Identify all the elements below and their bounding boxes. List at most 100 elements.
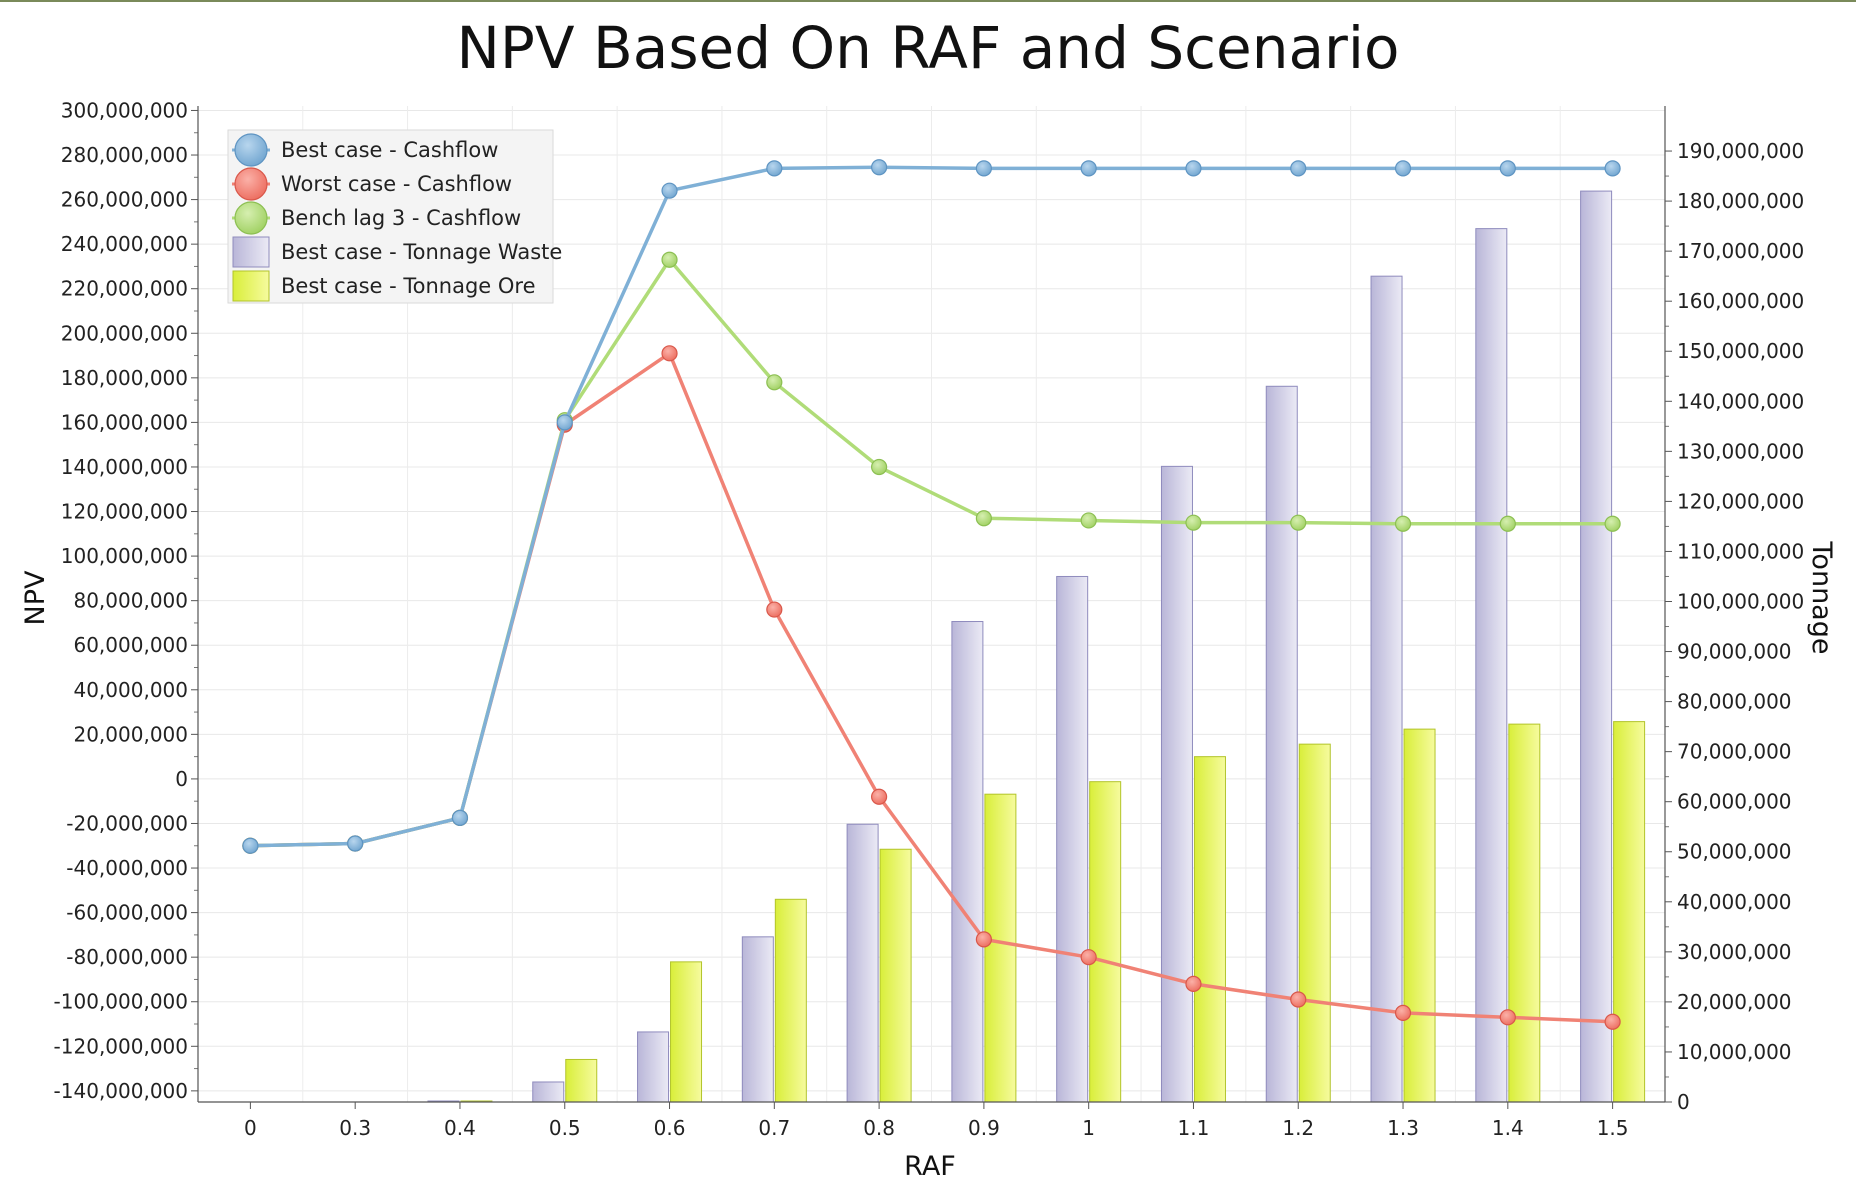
x-tick-label: 1.2 [1282, 1116, 1314, 1140]
x-tick-label: 1.5 [1597, 1116, 1629, 1140]
y-tick-label: 40,000,000 [73, 678, 188, 702]
y-tick-label: 80,000,000 [73, 589, 188, 613]
y-tick-label: 140,000,000 [61, 455, 188, 479]
point-bench-lag-3-cashflow [871, 458, 888, 476]
y-tick-label: 260,000,000 [61, 188, 188, 212]
y-tick-label: 160,000,000 [61, 410, 188, 434]
y-tick-label: 200,000,000 [61, 321, 188, 345]
point-best-case-cashflow [975, 160, 992, 177]
point-best-case-cashflow [1499, 160, 1516, 177]
point-bench-lag-3-cashflow [1185, 514, 1202, 531]
legend-marker-worst-case-cashflow [234, 167, 268, 201]
bar-tonnage-ore [1089, 781, 1122, 1103]
x-tick-label: 1 [1082, 1116, 1095, 1140]
bar-tonnage-waste [532, 1081, 565, 1103]
line-series [242, 159, 1621, 1030]
bar-tonnage-waste [637, 1031, 670, 1103]
line-best-case-cashflow [250, 165, 1613, 848]
y-tick-label: -40,000,000 [66, 856, 188, 880]
y2-tick-label: 10,000,000 [1677, 1040, 1792, 1064]
y2-tick-label: 30,000,000 [1677, 940, 1792, 964]
legend-swatch-best-case-tonnage-ore [232, 270, 270, 302]
point-best-case-cashflow [1394, 160, 1412, 177]
legend-label-best-case-cashflow: Best case - Cashflow [281, 138, 498, 162]
y-tick-label: 240,000,000 [61, 232, 188, 256]
point-worst-case-cashflow [766, 601, 783, 618]
point-bench-lag-3-cashflow [1499, 515, 1516, 532]
point-worst-case-cashflow [975, 931, 992, 948]
legend-label-best-case-tonnage-ore: Best case - Tonnage Ore [281, 274, 536, 298]
point-bench-lag-3-cashflow [1290, 514, 1307, 531]
bar-series [427, 190, 1646, 1103]
y2-tick-label: 70,000,000 [1677, 740, 1792, 764]
point-best-case-cashflow [451, 809, 469, 827]
x-tick-label: 1.3 [1387, 1116, 1419, 1140]
bar-tonnage-ore [984, 793, 1017, 1103]
point-best-case-cashflow [347, 835, 364, 852]
legend-marker-bench-lag-3-cashflow [234, 201, 268, 235]
x-tick-label: 0 [244, 1116, 257, 1140]
y-tick-label: 20,000,000 [73, 722, 188, 746]
axes: -140,000,000 -120,000,000 -100,000,000 -80,… [54, 98, 1805, 1140]
x-tick-label: 0.9 [968, 1116, 1000, 1140]
point-best-case-cashflow [1290, 160, 1307, 177]
y-axis-title: NPV [20, 570, 51, 625]
y2-tick-label: 40,000,000 [1677, 890, 1792, 914]
point-bench-lag-3-cashflow [661, 251, 678, 268]
point-best-case-cashflow [242, 837, 259, 854]
legend: Best case - Cashflow Worst case - Cashflo… [227, 129, 562, 304]
legend-box [227, 129, 554, 304]
point-best-case-cashflow [766, 160, 783, 177]
y-tick-label: 280,000,000 [61, 143, 188, 167]
y2-tick-label: 170,000,000 [1677, 239, 1804, 263]
point-worst-case-cashflow [1290, 991, 1307, 1008]
y-tick-label: 100,000,000 [61, 544, 188, 568]
y-tick-label: -20,000,000 [66, 811, 188, 835]
y2-tick-label: 80,000,000 [1677, 690, 1792, 714]
point-best-case-cashflow [556, 414, 573, 431]
point-best-case-cashflow [1604, 160, 1621, 177]
bar-tonnage-ore [1508, 723, 1541, 1103]
x-tick-label: 0.8 [863, 1116, 895, 1140]
y-tick-label: 0 [175, 767, 188, 791]
y-tick-label: -80,000,000 [66, 945, 188, 969]
y2-tick-label: 20,000,000 [1677, 990, 1792, 1014]
bar-tonnage-waste [1475, 228, 1508, 1103]
bar-tonnage-waste [1056, 575, 1089, 1103]
point-worst-case-cashflow [1185, 975, 1202, 993]
y-tick-label: 220,000,000 [61, 277, 188, 301]
point-worst-case-cashflow [1394, 1004, 1412, 1021]
x-tick-label: 0.7 [758, 1116, 790, 1140]
x-tick-label: 1.4 [1492, 1116, 1524, 1140]
bar-tonnage-waste [741, 936, 774, 1103]
y2-tick-label: 130,000,000 [1677, 439, 1804, 463]
point-best-case-cashflow [661, 182, 678, 199]
point-worst-case-cashflow [661, 345, 678, 362]
y2-tick-label: 190,000,000 [1677, 139, 1804, 163]
y2-tick-label: 160,000,000 [1677, 289, 1804, 313]
bar-tonnage-ore [1403, 728, 1436, 1103]
y2-tick-label: 120,000,000 [1677, 489, 1804, 513]
y2-tick-label: 140,000,000 [1677, 389, 1804, 413]
y2-tick-label: 60,000,000 [1677, 790, 1792, 814]
y2-axis-title: Tonnage [1806, 541, 1837, 655]
point-worst-case-cashflow [1499, 1009, 1516, 1026]
y2-tick-label: 150,000,000 [1677, 339, 1804, 363]
point-bench-lag-3-cashflow [1080, 512, 1097, 529]
point-worst-case-cashflow [1080, 949, 1097, 966]
point-best-case-cashflow [1080, 160, 1097, 177]
point-best-case-cashflow [1185, 160, 1202, 177]
y-tick-label: 180,000,000 [61, 366, 188, 390]
bar-tonnage-ore [774, 898, 807, 1103]
x-tick-label: 0.4 [444, 1116, 476, 1140]
y2-tick-label: 90,000,000 [1677, 640, 1792, 664]
bar-tonnage-waste [1265, 385, 1298, 1103]
point-bench-lag-3-cashflow [766, 374, 783, 391]
bar-tonnage-waste [1580, 190, 1613, 1103]
bar-tonnage-ore [565, 1058, 598, 1103]
bar-tonnage-ore [879, 848, 912, 1103]
x-tick-label: 1.1 [1178, 1116, 1210, 1140]
y-tick-label: 120,000,000 [61, 500, 188, 524]
chart-title: NPV Based On RAF and Scenario [456, 14, 1400, 82]
